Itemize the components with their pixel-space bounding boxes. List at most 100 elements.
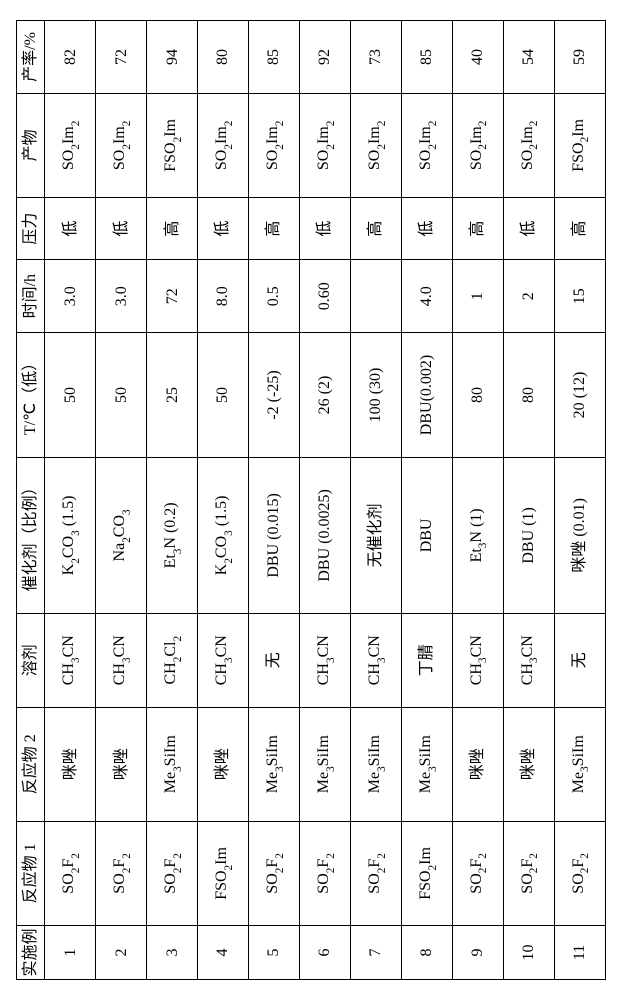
cell-solvent: CH3CN [452,613,503,707]
cell-yield: 85 [401,21,452,94]
data-table: 实施例 反应物 1 反应物 2 溶剂 催化剂（比例） T/℃（低） 时间/h 压… [16,20,606,980]
col-yield: 产率/% [17,21,45,94]
cell-pressure: 低 [96,197,147,259]
cell-temp: 20 (12) [554,333,605,458]
table-row: 7SO2F2Me3SiImCH3CN无催化剂100 (30)高SO2Im273 [351,21,402,980]
cell-temp: DBU(0.002) [401,333,452,458]
cell-pressure: 低 [300,197,351,259]
cell-solvent: CH3CN [300,613,351,707]
cell-product: SO2Im2 [351,93,402,197]
table-row: 8FSO2ImMe3SiIm丁腈DBUDBU(0.002)4.0低SO2Im28… [401,21,452,980]
cell-catalyst: K2CO3 (1.5) [45,457,96,613]
col-example: 实施例 [17,925,45,979]
cell-reactant-2: 咪唑 [45,707,96,821]
table-body: 1SO2F2咪唑CH3CNK2CO3 (1.5)503.0低SO2Im2822S… [45,21,606,980]
cell-reactant-2: Me3SiIm [351,707,402,821]
cell-pressure: 低 [45,197,96,259]
cell-time: 3.0 [45,260,96,333]
table-row: 2SO2F2咪唑CH3CNNa2CO3503.0低SO2Im272 [96,21,147,980]
cell-reactant-1: FSO2Im [401,821,452,925]
cell-yield: 80 [198,21,249,94]
cell-time: 0.5 [249,260,300,333]
table-header-row: 实施例 反应物 1 反应物 2 溶剂 催化剂（比例） T/℃（低） 时间/h 压… [17,21,45,980]
cell-temp: 26 (2) [300,333,351,458]
cell-product: SO2Im2 [300,93,351,197]
cell-yield: 92 [300,21,351,94]
cell-product: FSO2Im [554,93,605,197]
cell-time [351,260,402,333]
cell-reactant-1: SO2F2 [300,821,351,925]
cell-solvent: CH2Cl2 [147,613,198,707]
cell-yield: 73 [351,21,402,94]
cell-yield: 59 [554,21,605,94]
col-product: 产物 [17,93,45,197]
cell-reactant-1: SO2F2 [503,821,554,925]
cell-product: SO2Im2 [503,93,554,197]
cell-pressure: 低 [401,197,452,259]
cell-reactant-2: Me3SiIm [147,707,198,821]
cell-reactant-1: SO2F2 [452,821,503,925]
cell-example: 4 [198,925,249,979]
col-pressure: 压力 [17,197,45,259]
cell-yield: 94 [147,21,198,94]
cell-reactant-2: Me3SiIm [300,707,351,821]
cell-catalyst: DBU (0.0025) [300,457,351,613]
cell-yield: 85 [249,21,300,94]
table-row: 11SO2F2Me3SiIm无咪唑 (0.01)20 (12)15高FSO2Im… [554,21,605,980]
col-catalyst: 催化剂（比例） [17,457,45,613]
cell-catalyst: Na2CO3 [96,457,147,613]
cell-catalyst: K2CO3 (1.5) [198,457,249,613]
cell-catalyst: DBU (0.015) [249,457,300,613]
cell-solvent: CH3CN [96,613,147,707]
cell-pressure: 低 [503,197,554,259]
cell-product: SO2Im2 [45,93,96,197]
cell-example: 9 [452,925,503,979]
cell-pressure: 高 [351,197,402,259]
cell-temp: 50 [96,333,147,458]
cell-reactant-2: Me3SiIm [249,707,300,821]
cell-catalyst: Et3N (0.2) [147,457,198,613]
cell-example: 5 [249,925,300,979]
cell-catalyst: 无催化剂 [351,457,402,613]
cell-example: 10 [503,925,554,979]
cell-pressure: 高 [554,197,605,259]
cell-example: 8 [401,925,452,979]
cell-temp: 80 [452,333,503,458]
cell-temp: 100 (30) [351,333,402,458]
cell-product: FSO2Im [147,93,198,197]
cell-time: 2 [503,260,554,333]
table-row: 1SO2F2咪唑CH3CNK2CO3 (1.5)503.0低SO2Im282 [45,21,96,980]
col-time: 时间/h [17,260,45,333]
cell-pressure: 高 [452,197,503,259]
cell-temp: 80 [503,333,554,458]
cell-time: 4.0 [401,260,452,333]
cell-pressure: 高 [147,197,198,259]
cell-solvent: CH3CN [503,613,554,707]
cell-temp: 50 [198,333,249,458]
cell-reactant-1: SO2F2 [554,821,605,925]
cell-time: 15 [554,260,605,333]
cell-reactant-1: FSO2Im [198,821,249,925]
col-temp: T/℃（低） [17,333,45,458]
cell-reactant-1: SO2F2 [249,821,300,925]
col-reactant-1: 反应物 1 [17,821,45,925]
cell-reactant-2: Me3SiIm [401,707,452,821]
cell-temp: 50 [45,333,96,458]
table-row: 6SO2F2Me3SiImCH3CNDBU (0.0025)26 (2)0.60… [300,21,351,980]
rotated-container: 实施例 反应物 1 反应物 2 溶剂 催化剂（比例） T/℃（低） 时间/h 压… [0,0,623,1000]
cell-catalyst: DBU (1) [503,457,554,613]
cell-example: 2 [96,925,147,979]
cell-time: 3.0 [96,260,147,333]
cell-catalyst: 咪唑 (0.01) [554,457,605,613]
table-row: 5SO2F2Me3SiIm无DBU (0.015)-2 (-25)0.5高SO2… [249,21,300,980]
cell-catalyst: Et3N (1) [452,457,503,613]
cell-catalyst: DBU [401,457,452,613]
cell-pressure: 低 [198,197,249,259]
cell-temp: -2 (-25) [249,333,300,458]
cell-example: 3 [147,925,198,979]
cell-reactant-2: 咪唑 [452,707,503,821]
cell-time: 72 [147,260,198,333]
table-row: 9SO2F2咪唑CH3CNEt3N (1)801高SO2Im240 [452,21,503,980]
cell-product: SO2Im2 [401,93,452,197]
cell-product: SO2Im2 [96,93,147,197]
